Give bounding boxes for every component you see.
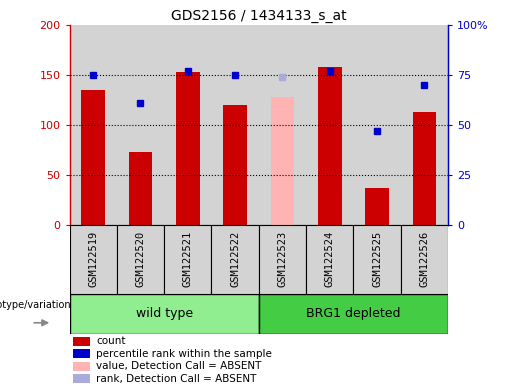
Bar xyxy=(164,225,212,294)
Bar xyxy=(401,225,448,294)
Bar xyxy=(70,225,117,294)
Text: BRG1 depleted: BRG1 depleted xyxy=(306,308,401,320)
Text: count: count xyxy=(96,336,126,346)
Bar xyxy=(73,349,90,358)
Bar xyxy=(129,152,152,225)
Bar xyxy=(224,105,247,225)
Bar xyxy=(270,97,294,225)
Bar xyxy=(413,112,436,225)
Bar xyxy=(259,294,448,334)
Text: value, Detection Call = ABSENT: value, Detection Call = ABSENT xyxy=(96,361,262,371)
Bar xyxy=(117,25,164,225)
Bar xyxy=(259,225,306,294)
Text: GSM122519: GSM122519 xyxy=(88,231,98,287)
Bar xyxy=(73,336,90,346)
Text: GSM122523: GSM122523 xyxy=(278,231,287,287)
Text: GSM122521: GSM122521 xyxy=(183,231,193,287)
Text: GSM122524: GSM122524 xyxy=(325,231,335,287)
Bar xyxy=(70,25,117,225)
Bar xyxy=(176,72,200,225)
Bar xyxy=(353,25,401,225)
Text: percentile rank within the sample: percentile rank within the sample xyxy=(96,349,272,359)
Bar xyxy=(164,25,212,225)
Bar xyxy=(318,67,341,225)
Bar xyxy=(117,225,164,294)
Bar xyxy=(81,90,105,225)
Text: rank, Detection Call = ABSENT: rank, Detection Call = ABSENT xyxy=(96,374,256,384)
Bar xyxy=(73,362,90,371)
Text: wild type: wild type xyxy=(135,308,193,320)
Text: genotype/variation: genotype/variation xyxy=(0,300,71,310)
Bar xyxy=(306,225,353,294)
Bar xyxy=(212,225,259,294)
Text: GSM122526: GSM122526 xyxy=(419,231,430,287)
Bar xyxy=(70,294,259,334)
Bar xyxy=(212,25,259,225)
Bar xyxy=(306,25,353,225)
Bar xyxy=(353,225,401,294)
Bar xyxy=(259,25,306,225)
Text: GSM122522: GSM122522 xyxy=(230,231,240,287)
Text: GSM122520: GSM122520 xyxy=(135,231,146,287)
Bar xyxy=(73,374,90,383)
Bar xyxy=(365,188,389,225)
Text: GSM122525: GSM122525 xyxy=(372,231,382,287)
Title: GDS2156 / 1434133_s_at: GDS2156 / 1434133_s_at xyxy=(171,8,347,23)
Bar xyxy=(401,25,448,225)
